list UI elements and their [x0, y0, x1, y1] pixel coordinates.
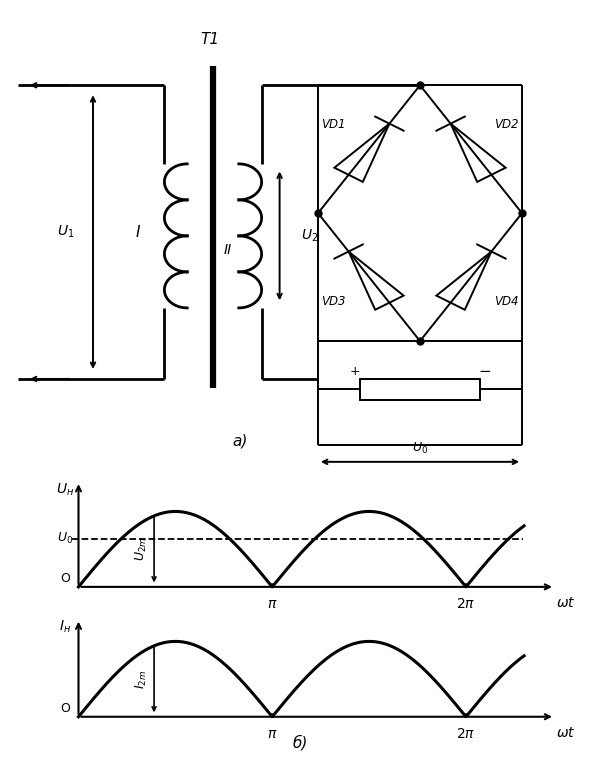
Text: O: O	[60, 702, 70, 715]
Text: +: +	[350, 365, 361, 378]
Text: O: O	[60, 572, 70, 585]
Text: $\pi$: $\pi$	[267, 597, 277, 610]
Text: $U_0$: $U_0$	[57, 531, 73, 546]
Text: $I_н$: $I_н$	[59, 619, 71, 635]
Text: $\omega t$: $\omega t$	[556, 596, 575, 610]
Text: VD2: VD2	[494, 118, 519, 131]
Text: $U_2$: $U_2$	[301, 228, 318, 244]
Text: VD4: VD4	[494, 295, 519, 308]
Text: −: −	[478, 364, 491, 379]
Text: $\omega t$: $\omega t$	[556, 726, 575, 740]
Text: II: II	[223, 243, 232, 257]
Text: $U_1$: $U_1$	[57, 224, 75, 241]
Text: I: I	[136, 225, 140, 240]
Text: $\pi$: $\pi$	[267, 727, 277, 740]
Text: $U_н$: $U_н$	[412, 491, 428, 507]
Text: $U_н$: $U_н$	[56, 481, 74, 497]
Text: VD3: VD3	[321, 295, 346, 308]
Text: $U_0$: $U_0$	[412, 441, 428, 456]
Text: $2\pi$: $2\pi$	[456, 727, 476, 740]
Text: $U_{2m}$: $U_{2m}$	[134, 537, 149, 562]
Text: T1: T1	[200, 32, 220, 47]
Text: $2\pi$: $2\pi$	[456, 597, 476, 610]
Text: $I_{2m}$: $I_{2m}$	[134, 669, 149, 688]
Text: б): б)	[292, 735, 308, 750]
Bar	[360, 379, 480, 400]
Text: а): а)	[232, 433, 248, 448]
Text: VD1: VD1	[321, 118, 346, 131]
Text: $R_н$: $R_н$	[412, 382, 428, 397]
